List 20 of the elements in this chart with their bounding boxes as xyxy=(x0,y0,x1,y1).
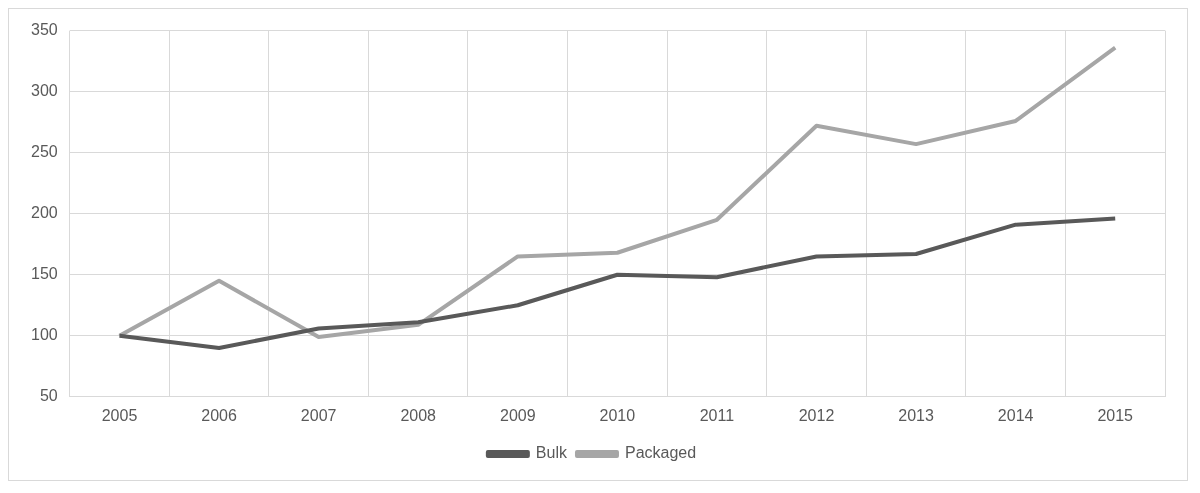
y-tick-label: 250 xyxy=(30,143,58,161)
x-tick-label: 2006 xyxy=(201,406,237,424)
x-tick-label: 2012 xyxy=(798,406,835,424)
y-tick-label: 300 xyxy=(30,82,58,100)
x-tick-label: 2014 xyxy=(997,406,1034,424)
y-tick-label: 50 xyxy=(39,387,58,405)
x-tick-label: 2015 xyxy=(1097,406,1134,424)
x-tick-label: 2010 xyxy=(599,406,636,424)
x-tick-label: 2007 xyxy=(300,406,337,424)
x-tick-label: 2011 xyxy=(699,406,735,424)
y-tick-label: 150 xyxy=(30,265,58,283)
legend-label: Packaged xyxy=(624,444,697,462)
legend-label: Bulk xyxy=(535,444,568,462)
y-tick-label: 200 xyxy=(30,204,58,222)
x-tick-label: 2008 xyxy=(400,406,437,424)
x-tick-label: 2009 xyxy=(499,406,536,424)
x-tick-label: 2005 xyxy=(101,406,138,424)
y-tick-label: 350 xyxy=(30,21,58,39)
y-tick-label: 100 xyxy=(30,326,58,344)
x-tick-label: 2013 xyxy=(898,406,934,424)
